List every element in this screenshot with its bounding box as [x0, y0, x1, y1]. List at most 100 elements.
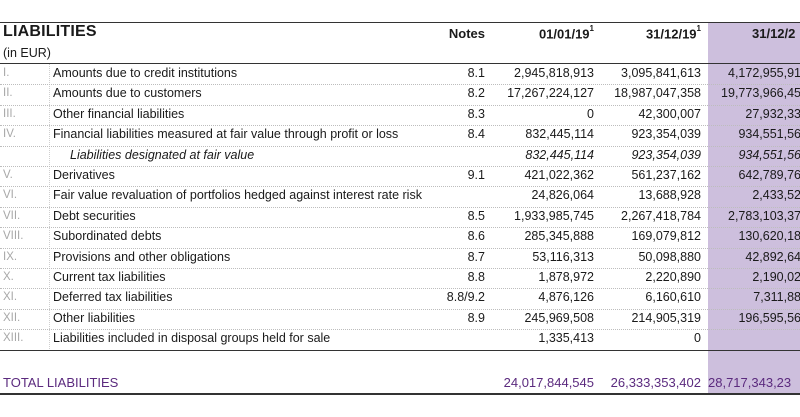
row-number: VIII.	[3, 230, 24, 243]
header-col2-footnote: 1	[696, 24, 701, 33]
row-label: Liabilities included in disposal groups …	[53, 331, 331, 346]
row-value-col2: 923,354,039	[631, 127, 701, 142]
row-value-col3: 130,620,18	[708, 229, 800, 243]
total-rule	[0, 393, 800, 395]
header-col3: 31/12/2	[752, 26, 796, 41]
row-value-col3-text: 642,789,76	[738, 168, 800, 182]
body-end-rule	[0, 350, 800, 351]
row-label: Provisions and other obligations	[53, 249, 231, 264]
header-col2-label: 31/12/19	[645, 26, 697, 42]
total-row: TOTAL LIABILITIES 24,017,844,545 26,333,…	[0, 373, 800, 393]
row-value-col2: 13,688,928	[638, 188, 701, 203]
row-notes: 8.5	[467, 208, 485, 223]
table-row: II. Amounts due to customers 8.2 17,267,224…	[0, 84, 800, 104]
row-value-col1: 285,345,888	[524, 229, 594, 244]
total-value-col1: 24,017,844,545	[503, 375, 594, 390]
table-row: XI. Deferred tax liabilities 8.8/9.2 4,876,…	[0, 288, 800, 308]
row-separator	[0, 308, 800, 310]
total-label: TOTAL LIABILITIES	[3, 375, 119, 390]
row-separator	[0, 227, 800, 229]
table-row: V. Derivatives 9.1 421,022,362 561,237,162 64…	[0, 166, 800, 186]
row-value-col3: 934,551,56	[708, 127, 800, 141]
row-label: Debt securities	[53, 208, 136, 223]
row-notes: 8.4	[467, 127, 485, 142]
row-value-col1: 832,445,114	[525, 127, 594, 142]
total-value-col3: 28,717,343,23	[708, 375, 800, 390]
row-notes: 8.8/9.2	[446, 290, 485, 305]
row-value-col2: 169,079,812	[631, 229, 701, 244]
row-value-col3: 42,892,64	[708, 250, 800, 264]
total-value-col3-text: 28,717,343,23	[708, 375, 792, 390]
table-row: XII. Other liabilities 8.9 245,969,508 214,9…	[0, 309, 800, 329]
row-value-col1: 1,335,413	[538, 331, 594, 346]
row-value-col2: 561,237,162	[631, 168, 701, 182]
row-value-col1: 1,878,972	[538, 270, 594, 284]
table-row: IX. Provisions and other obligations 8.7 53…	[0, 248, 800, 268]
row-number: I.	[3, 67, 10, 79]
row-value-col1: 4,876,126	[538, 290, 594, 305]
row-value-col3-text: 42,892,64	[745, 249, 800, 264]
row-value-col3-text: 196,595,56	[738, 310, 800, 325]
row-separator	[0, 247, 800, 249]
row-value-col2: 18,987,047,358	[614, 86, 701, 101]
row-number: VII.	[3, 209, 21, 222]
highlight-column	[708, 22, 800, 395]
row-value-col3-text: 934,551,56	[738, 127, 800, 142]
row-separator	[0, 206, 800, 208]
row-label: Amounts due to credit institutions	[53, 66, 238, 80]
row-value-col3: 934,551,56	[708, 148, 800, 162]
top-rule	[0, 22, 800, 23]
row-separator	[0, 145, 800, 147]
row-value-col3-text: 2,433,52	[752, 188, 800, 203]
row-value-col3: 7,311,88	[708, 290, 800, 304]
row-value-col3-text: 934,551,56	[738, 147, 800, 162]
row-notes: 8.9	[467, 310, 485, 325]
row-value-col3-text: 27,932,33	[745, 106, 800, 121]
row-notes: 8.7	[467, 249, 485, 264]
row-notes: 8.3	[467, 106, 485, 121]
row-number: IX.	[3, 250, 18, 263]
row-value-col2: 923,354,039	[631, 147, 701, 162]
row-value-col2: 3,095,841,613	[621, 66, 701, 80]
row-value-col3: 27,932,33	[708, 107, 800, 121]
row-separator	[0, 104, 800, 106]
row-number: IV.	[3, 128, 17, 141]
row-value-col3: 4,172,955,91	[708, 66, 800, 80]
row-number: XII.	[3, 311, 21, 324]
row-label: Fair value revaluation of portfolios hed…	[53, 188, 422, 203]
row-value-col2: 50,098,880	[638, 249, 701, 264]
row-value-col3-text: 130,620,18	[738, 229, 800, 244]
row-label: Subordinated debts	[53, 229, 162, 244]
row-separator	[0, 125, 800, 127]
total-value-col2: 26,333,353,402	[610, 375, 701, 390]
row-value-col1: 2,945,818,913	[514, 66, 594, 80]
row-notes: 8.2	[467, 86, 485, 101]
row-separator	[0, 166, 800, 167]
row-number: III.	[3, 107, 16, 120]
header-col1-footnote: 1	[589, 24, 594, 33]
row-value-col3-text: 19,773,966,45	[721, 86, 800, 101]
row-value-col2: 2,220,890	[645, 270, 701, 284]
row-label: Other liabilities	[53, 310, 135, 325]
table-row: III. Other financial liabilities 8.3 0 42,30…	[0, 105, 800, 125]
row-value-col1: 24,826,064	[531, 188, 594, 203]
row-value-col2: 2,267,418,784	[621, 208, 701, 223]
row-label: Financial liabilities measured at fair v…	[53, 127, 399, 142]
row-notes: 8.1	[467, 66, 485, 80]
row-notes: 9.1	[467, 168, 485, 182]
row-number: X.	[3, 271, 14, 283]
row-separator	[0, 84, 800, 86]
header-col2: 31/12/191	[645, 24, 701, 42]
row-value-col2: 214,905,319	[631, 310, 701, 325]
table-row: XIII. Liabilities included in disposal gr…	[0, 329, 800, 349]
row-separator	[0, 268, 800, 269]
row-value-col3-text: 2,190,02	[752, 270, 800, 284]
row-value-col1: 832,445,114	[525, 147, 594, 162]
table-subtitle: (in EUR)	[3, 46, 51, 60]
row-label: Other financial liabilities	[53, 106, 185, 121]
row-value-col1: 421,022,362	[524, 168, 594, 182]
row-label: Current tax liabilities	[53, 270, 166, 284]
row-value-col3-text: 2,783,103,37	[728, 208, 800, 223]
row-label: Amounts due to customers	[53, 86, 202, 101]
row-value-col3: 2,433,52	[708, 188, 800, 202]
